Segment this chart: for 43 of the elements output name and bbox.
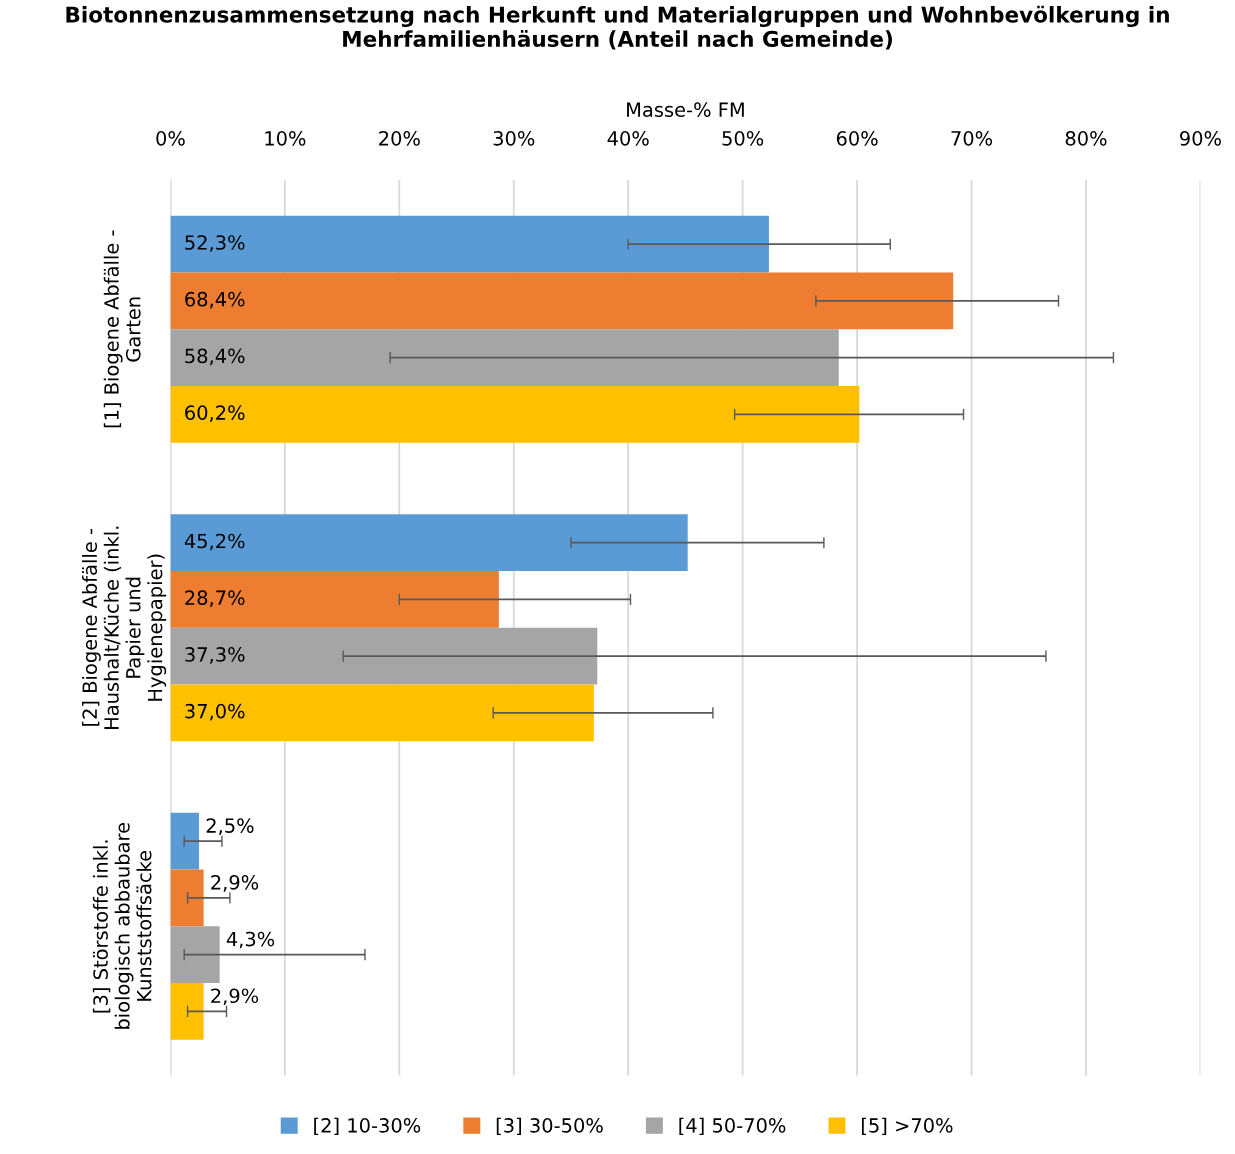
- data-label: 2,9%: [211, 874, 259, 892]
- bar: [170, 812, 200, 870]
- x-tick-label: 10%: [265, 130, 306, 146]
- bar: [170, 514, 688, 572]
- bar: [170, 215, 769, 273]
- x-tick-label: 20%: [379, 130, 420, 146]
- bar: [170, 329, 839, 386]
- x-tick-label: 50%: [722, 130, 764, 146]
- data-label: 52,3%: [185, 235, 245, 252]
- data-label: 37,0%: [185, 703, 245, 721]
- bar: [170, 684, 594, 742]
- legend-label: [3] 30-50%: [496, 1117, 603, 1136]
- bar: [170, 272, 954, 330]
- x-tick-label: 70%: [951, 130, 993, 146]
- bar: [170, 571, 499, 628]
- x-tick-label: 0%: [156, 130, 185, 146]
- data-label: 60,2%: [185, 405, 245, 422]
- data-label: 45,2%: [184, 533, 245, 551]
- chart-title: Biotonnenzusammensetzung nach Herkunft und Materialgruppen und Wohnbevölkerung in Mehrfamilienhäusern (Anteil nach Gemeinde): [66, 5, 1169, 50]
- x-tick-label: 90%: [1180, 130, 1221, 146]
- x-tick-label: 60%: [836, 130, 878, 146]
- data-label: 4,3%: [226, 931, 275, 949]
- legend-label: [2] 10-30%: [314, 1117, 421, 1136]
- y-tick-label: [1] Biogene Abfälle - Garten: [103, 230, 141, 428]
- data-label: 68,4%: [185, 291, 245, 309]
- data-label: 2,9%: [211, 988, 259, 1006]
- x-tick-label: 40%: [607, 130, 649, 146]
- bar: [170, 926, 220, 983]
- data-label: 58,4%: [185, 348, 245, 366]
- data-label: 28,7%: [185, 590, 245, 608]
- legend-label: [4] 50-70%: [679, 1117, 786, 1136]
- y-tick-label: [2] Biogene Abfälle - Haushalt/Küche (inkl. Papier und Hygienepapier): [82, 526, 167, 729]
- y-tick-label: [3] Störstoffe inkl. biologisch abbaubare Kunststoffsäcke: [92, 823, 152, 1029]
- bar: [170, 982, 204, 1040]
- x-axis-title: Masse-% FM: [627, 102, 744, 118]
- bar: [170, 385, 860, 443]
- x-tick-label: 30%: [493, 130, 535, 146]
- data-label: 37,3%: [185, 647, 245, 664]
- legend-label: [5] >70%: [861, 1117, 953, 1136]
- bar: [170, 627, 598, 685]
- x-tick-label: 80%: [1065, 130, 1107, 146]
- data-label: 2,5%: [206, 818, 254, 835]
- bar: [170, 869, 204, 927]
